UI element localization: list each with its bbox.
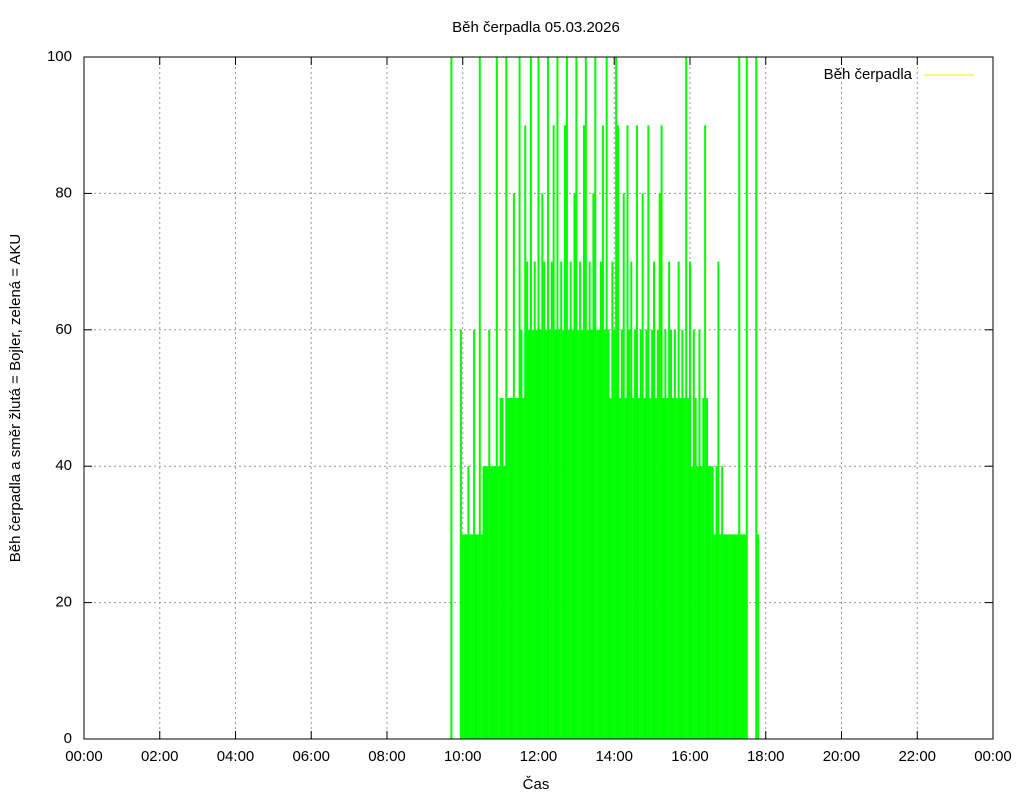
y-tick-label: 20	[55, 594, 72, 611]
x-tick-label: 00:00	[974, 748, 1012, 765]
y-tick-label: 40	[55, 457, 72, 474]
y-tick-label: 60	[55, 321, 72, 338]
x-tick-label: 00:00	[65, 748, 103, 765]
x-tick-label: 06:00	[292, 748, 330, 765]
y-tick-label: 80	[55, 184, 72, 201]
x-tick-label: 18:00	[747, 748, 785, 765]
legend-label: Běh čerpadla	[824, 66, 913, 83]
x-tick-label: 04:00	[217, 748, 255, 765]
y-axis-label: Běh čerpadla a směr žlutá = Bojler, zele…	[7, 234, 24, 563]
x-tick-label: 16:00	[671, 748, 709, 765]
y-tick-label: 100	[47, 48, 72, 65]
x-tick-label: 02:00	[141, 748, 179, 765]
x-axis-label: Čas	[523, 776, 550, 793]
y-tick-label: 0	[64, 730, 72, 747]
x-tick-label: 22:00	[898, 748, 936, 765]
x-tick-label: 08:00	[368, 748, 406, 765]
chart-title: Běh čerpadla 05.03.2026	[452, 19, 620, 36]
x-tick-label: 12:00	[520, 748, 558, 765]
plot-border	[83, 56, 994, 740]
x-tick-label: 20:00	[823, 748, 861, 765]
x-tick-label: 10:00	[444, 748, 482, 765]
x-tick-label: 14:00	[595, 748, 633, 765]
